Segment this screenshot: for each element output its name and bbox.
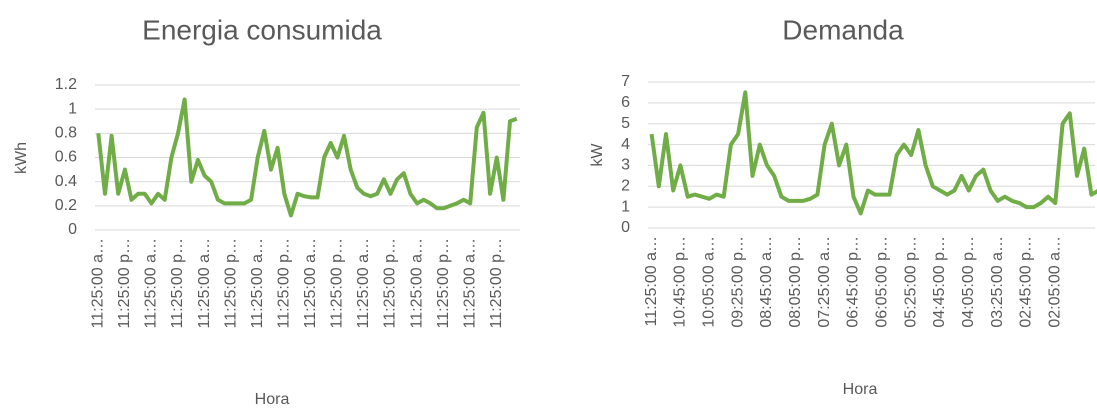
x-tick-label: 11:25:00 p… [382, 238, 399, 328]
x-tick-label: 09:25:00 p… [729, 236, 746, 328]
x-tick-label: 11:25:00 p… [275, 238, 292, 328]
chart-title: Demanda [782, 14, 904, 45]
x-tick-label: 11:25:00 p… [435, 238, 452, 328]
chart-title: Energia consumida [142, 14, 382, 45]
x-tick-label: 06:05:00 p… [874, 236, 891, 328]
x-tick-label: 04:45:00 p… [931, 236, 948, 328]
y-tick-label: 2 [621, 178, 630, 195]
y-tick-label: 0 [68, 221, 77, 238]
x-tick-label: 11:25:00 a… [643, 236, 660, 326]
x-tick-label: 11:25:00 p… [488, 238, 505, 328]
x-tick-label: 11:25:00 a… [90, 238, 107, 328]
x-tick-label: 02:45:00 p… [1018, 236, 1035, 328]
y-axis-label: kW [589, 143, 606, 167]
y-tick-label: 1 [68, 100, 77, 117]
x-tick-label: 11:25:00 a… [355, 238, 372, 328]
x-tick-label: 10:05:00 a… [701, 236, 718, 328]
x-tick-label: 08:45:00 a… [758, 236, 775, 328]
data-line [649, 90, 1097, 216]
y-tick-label: 0.6 [55, 149, 77, 166]
y-tick-label: 3 [621, 157, 630, 174]
x-tick-label: 11:25:00 a… [461, 238, 478, 328]
y-tick-label: 1.2 [55, 76, 77, 93]
x-tick-label: 08:05:00 p… [787, 236, 804, 328]
x-axis-label: Hora [843, 381, 878, 398]
x-tick-label: 04:05:00 p… [960, 236, 977, 328]
x-tick-label: 11:25:00 a… [302, 238, 319, 328]
x-tick-label: 05:25:00 p… [902, 236, 919, 328]
x-tick-label: 10:45:00 p… [672, 236, 689, 328]
y-tick-label: 0.8 [55, 125, 77, 142]
x-tick-label: 11:25:00 a… [143, 238, 160, 328]
x-tick-label: 11:25:00 p… [329, 238, 346, 328]
x-tick-label: 02:05:00 a… [1047, 236, 1064, 328]
x-tick-label: 11:25:00 a… [408, 238, 425, 328]
x-tick-label: 06:45:00 p… [845, 236, 862, 328]
y-tick-label: 6 [621, 94, 630, 111]
y-tick-label: 1 [621, 198, 630, 215]
x-tick-label: 11:25:00 p… [116, 238, 133, 328]
y-tick-label: 4 [621, 136, 630, 153]
x-tick-label: 11:25:00 a… [249, 238, 266, 328]
x-tick-label: 11:25:00 a… [196, 238, 213, 328]
y-tick-label: 5 [621, 115, 630, 132]
y-tick-label: 7 [621, 73, 630, 90]
data-line [96, 97, 518, 218]
x-tick-label: 11:25:00 p… [222, 238, 239, 328]
x-tick-label: 03:25:00 a… [989, 236, 1006, 328]
x-tick-label: 11:25:00 p… [169, 238, 186, 328]
y-tick-label: 0.2 [55, 197, 77, 214]
x-tick-label: 07:25:00 a… [816, 236, 833, 328]
y-axis-label: kWh [13, 142, 30, 174]
x-axis-label: Hora [255, 391, 290, 408]
y-tick-label: 0.4 [55, 173, 77, 190]
y-tick-label: 0 [621, 219, 630, 236]
